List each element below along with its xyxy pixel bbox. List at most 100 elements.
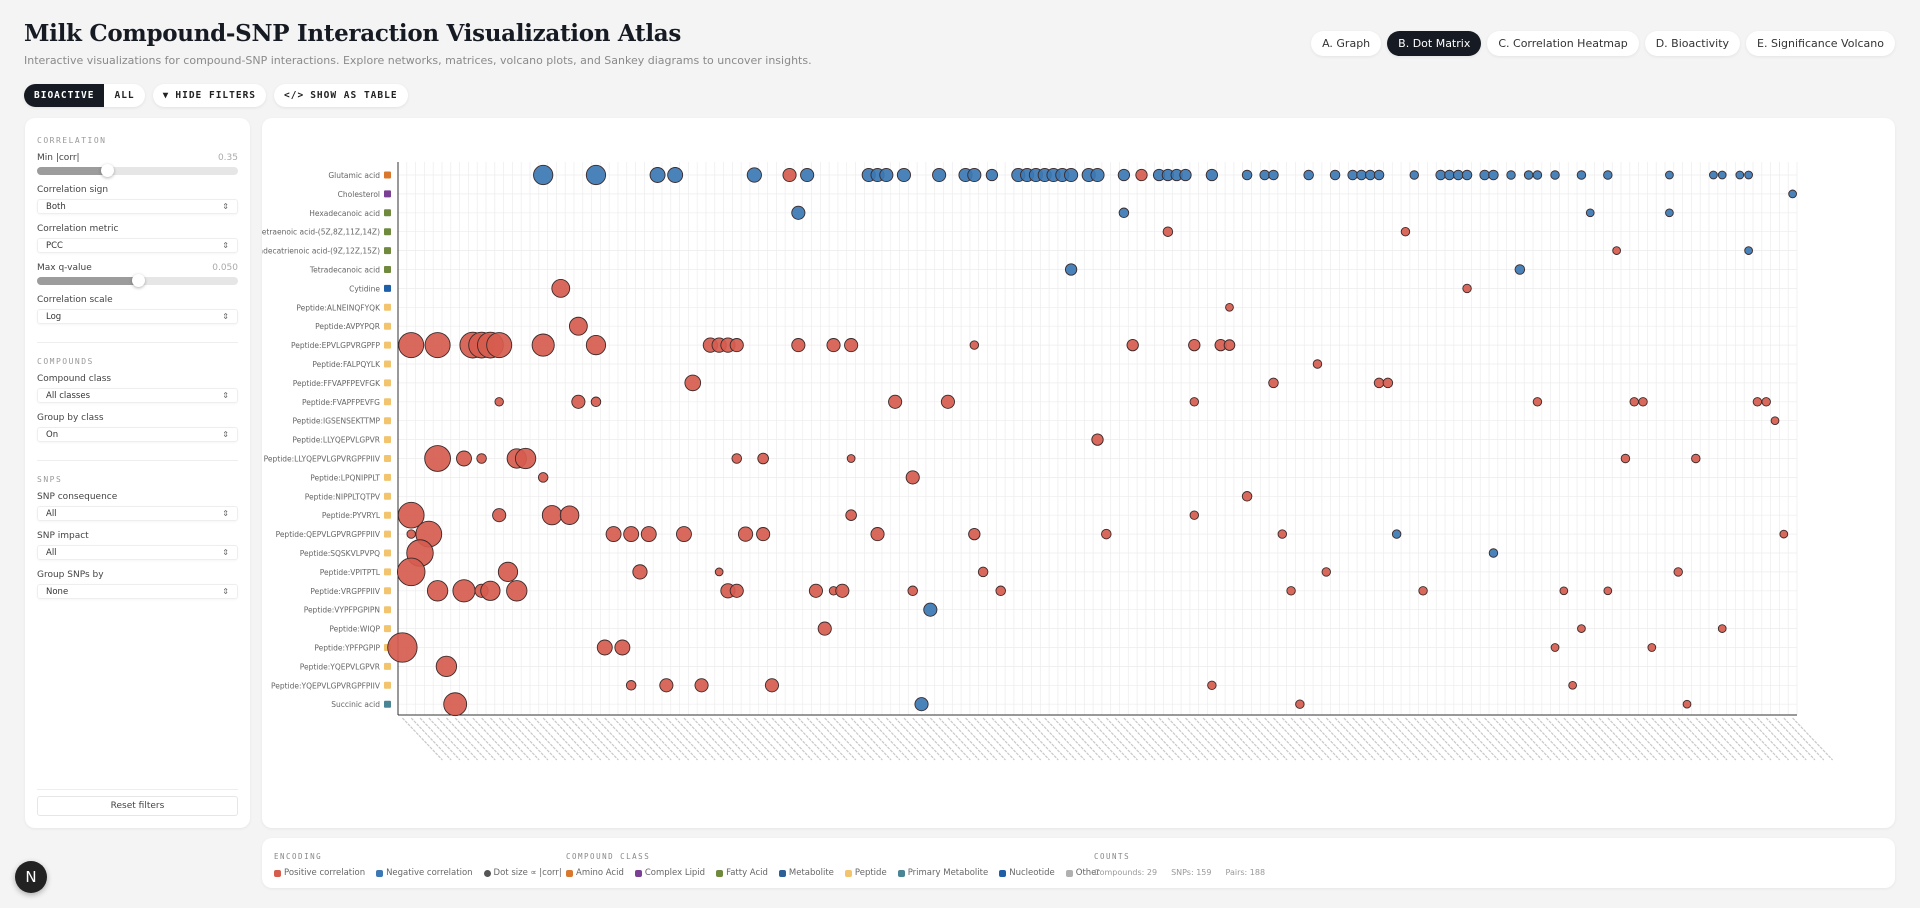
dot-positive[interactable]	[846, 454, 856, 463]
dot-negative[interactable]	[932, 167, 947, 183]
dot-positive[interactable]	[1418, 586, 1428, 596]
bioactive-toggle[interactable]: BIOACTIVE	[24, 84, 105, 107]
dot-positive[interactable]	[845, 509, 857, 521]
dot-positive[interactable]	[659, 678, 674, 693]
dot-positive[interactable]	[714, 567, 724, 577]
dot-positive[interactable]	[694, 678, 709, 693]
dot-positive[interactable]	[757, 452, 769, 465]
dot-positive[interactable]	[791, 338, 806, 353]
user-avatar[interactable]: N	[15, 861, 47, 893]
all-toggle[interactable]: ALL	[114, 90, 135, 101]
dot-positive[interactable]	[452, 579, 476, 603]
dot-negative[interactable]	[1532, 170, 1543, 180]
dot-negative[interactable]	[1709, 170, 1718, 180]
dot-negative[interactable]	[1329, 169, 1341, 181]
show-as-table-button[interactable]: </> SHOW AS TABLE	[274, 84, 408, 107]
dot-negative[interactable]	[1452, 169, 1464, 181]
dot-negative[interactable]	[1391, 529, 1402, 539]
dot-negative[interactable]	[746, 167, 762, 183]
dot-positive[interactable]	[969, 340, 980, 350]
dot-positive[interactable]	[1321, 567, 1331, 577]
dot-positive[interactable]	[571, 394, 586, 409]
dot-positive[interactable]	[1400, 226, 1411, 237]
dot-positive[interactable]	[424, 332, 451, 359]
dot-negative[interactable]	[649, 167, 666, 183]
correlation-scale-select[interactable]: Log ⇕	[37, 309, 238, 324]
dot-negative[interactable]	[800, 167, 815, 183]
dot-positive[interactable]	[551, 279, 571, 298]
dot-negative[interactable]	[1435, 169, 1446, 181]
dot-positive[interactable]	[1277, 529, 1287, 539]
group-snps-select[interactable]: None ⇕	[37, 584, 238, 599]
dot-negative[interactable]	[923, 602, 938, 617]
dot-negative[interactable]	[533, 164, 554, 186]
max-q-slider-handle[interactable]	[131, 274, 145, 287]
dot-positive[interactable]	[940, 394, 955, 409]
dot-positive[interactable]	[435, 655, 458, 678]
tab-significance-volcano[interactable]: E. Significance Volcano	[1746, 31, 1895, 56]
dot-positive[interactable]	[731, 453, 743, 464]
dot-positive[interactable]	[905, 470, 920, 485]
hide-filters-button[interactable]: ▼ HIDE FILTERS	[152, 84, 267, 107]
dot-negative[interactable]	[1347, 169, 1358, 181]
dot-positive[interactable]	[870, 527, 885, 542]
min-corr-slider-handle[interactable]	[101, 164, 115, 177]
snp-consequence-select[interactable]: All ⇕	[37, 506, 238, 521]
dot-positive[interactable]	[684, 374, 702, 392]
dot-positive[interactable]	[531, 333, 555, 357]
dot-positive[interactable]	[1207, 680, 1217, 691]
dot-positive[interactable]	[756, 527, 771, 542]
dot-positive[interactable]	[676, 526, 692, 543]
dot-positive[interactable]	[968, 527, 981, 541]
group-by-class-select[interactable]: On ⇕	[37, 427, 238, 442]
reset-filters-button[interactable]: Reset filters	[37, 796, 238, 816]
dot-positive[interactable]	[826, 338, 841, 353]
dot-negative[interactable]	[1717, 170, 1727, 180]
dot-positive[interactable]	[907, 585, 918, 597]
dot-positive[interactable]	[424, 445, 451, 472]
dot-positive[interactable]	[1286, 586, 1296, 596]
dot-positive[interactable]	[737, 526, 754, 542]
dot-positive[interactable]	[1550, 643, 1560, 652]
dot-positive[interactable]	[590, 396, 602, 408]
dot-positive[interactable]	[1691, 453, 1701, 464]
dot-negative[interactable]	[1461, 169, 1473, 181]
dot-negative[interactable]	[1788, 189, 1797, 199]
dot-positive[interactable]	[1241, 491, 1253, 502]
dot-negative[interactable]	[1241, 169, 1253, 181]
dot-negative[interactable]	[1409, 170, 1419, 180]
dot-negative[interactable]	[791, 205, 806, 220]
dot-positive[interactable]	[1673, 567, 1683, 577]
dot-positive[interactable]	[426, 580, 449, 602]
dot-positive[interactable]	[1225, 302, 1234, 312]
dot-positive[interactable]	[808, 583, 823, 598]
dot-negative[interactable]	[1488, 548, 1499, 558]
correlation-metric-select[interactable]: PCC ⇕	[37, 238, 238, 253]
dot-positive[interactable]	[1717, 624, 1727, 633]
dot-positive[interactable]	[1752, 397, 1763, 407]
dot-positive[interactable]	[398, 332, 425, 359]
dot-positive[interactable]	[1312, 359, 1323, 369]
dot-negative[interactable]	[1303, 169, 1314, 181]
dot-negative[interactable]	[1550, 170, 1560, 180]
dot-positive[interactable]	[605, 526, 622, 543]
dot-positive[interactable]	[387, 632, 418, 663]
dot-positive[interactable]	[1162, 226, 1174, 237]
dot-negative[interactable]	[1268, 169, 1279, 181]
dot-positive[interactable]	[396, 557, 426, 587]
dot-negative[interactable]	[1665, 208, 1674, 218]
dot-positive[interactable]	[568, 316, 588, 336]
dot-negative[interactable]	[1514, 264, 1526, 275]
dot-negative[interactable]	[1259, 169, 1270, 181]
dot-positive[interactable]	[1620, 453, 1631, 464]
dot-positive[interactable]	[1568, 680, 1577, 690]
dot-positive[interactable]	[625, 680, 637, 691]
dot-negative[interactable]	[879, 167, 894, 183]
dot-negative[interactable]	[1603, 170, 1613, 180]
dot-positive[interactable]	[729, 583, 744, 598]
dot-positive[interactable]	[1629, 397, 1639, 407]
dot-negative[interactable]	[896, 167, 911, 183]
dot-negative[interactable]	[1205, 168, 1219, 182]
dot-positive[interactable]	[494, 397, 504, 407]
dot-positive[interactable]	[1462, 283, 1472, 294]
